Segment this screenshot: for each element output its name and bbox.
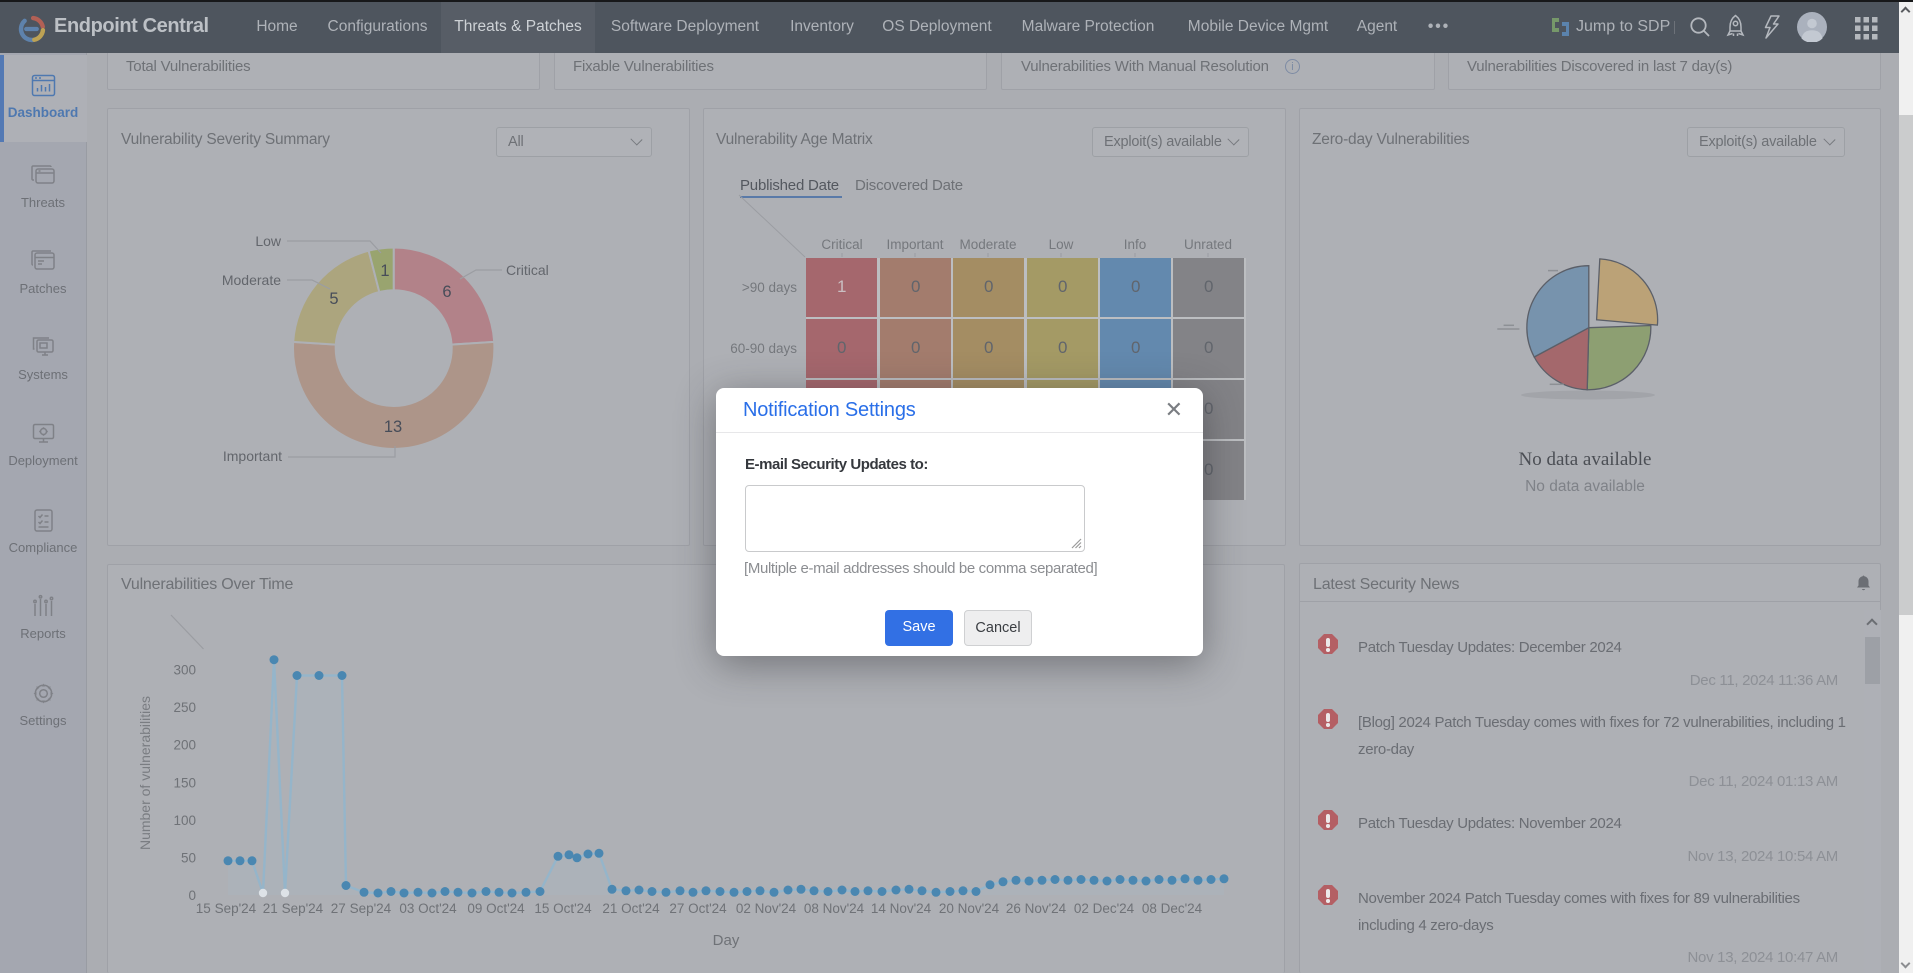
svg-text:200: 200 [173,738,196,753]
svg-text:50: 50 [181,850,196,865]
svg-text:60-90 days: 60-90 days [730,341,797,356]
svg-text:03 Oct'24: 03 Oct'24 [399,901,457,916]
svg-text:Moderate: Moderate [222,272,281,288]
svg-text:Day: Day [713,932,740,949]
svg-text:15 Oct'24: 15 Oct'24 [534,901,592,916]
svg-text:Critical: Critical [821,237,862,252]
svg-text:150: 150 [173,775,196,790]
svg-text:08 Dec'24: 08 Dec'24 [1142,901,1203,916]
svg-text:Low: Low [255,233,282,249]
svg-text:1: 1 [380,262,389,280]
svg-text:Important: Important [886,237,943,252]
svg-text:>90 days: >90 days [742,280,797,295]
svg-text:250: 250 [173,700,196,715]
svg-text:02 Nov'24: 02 Nov'24 [736,901,797,916]
svg-text:300: 300 [173,663,196,678]
svg-text:09 Oct'24: 09 Oct'24 [467,901,525,916]
svg-text:15 Sep'24: 15 Sep'24 [196,901,257,916]
svg-text:21 Sep'24: 21 Sep'24 [263,901,324,916]
svg-text:14 Nov'24: 14 Nov'24 [871,901,932,916]
svg-text:Moderate: Moderate [959,237,1016,252]
svg-text:27 Sep'24: 27 Sep'24 [331,901,392,916]
svg-text:6: 6 [442,283,451,301]
svg-text:Unrated: Unrated [1184,237,1232,252]
svg-text:5: 5 [329,290,338,308]
svg-text:26 Nov'24: 26 Nov'24 [1006,901,1067,916]
svg-text:02 Dec'24: 02 Dec'24 [1074,901,1135,916]
svg-text:100: 100 [173,813,196,828]
svg-text:27 Oct'24: 27 Oct'24 [669,901,727,916]
svg-text:No data available: No data available [1525,478,1645,495]
svg-text:21 Oct'24: 21 Oct'24 [602,901,660,916]
svg-text:20 Nov'24: 20 Nov'24 [939,901,1000,916]
svg-text:Number of vulnerabilities: Number of vulnerabilities [137,696,153,850]
svg-text:08 Nov'24: 08 Nov'24 [804,901,865,916]
svg-text:0: 0 [188,888,196,903]
svg-text:Important: Important [223,448,282,464]
svg-text:Low: Low [1049,237,1074,252]
svg-text:Critical: Critical [506,262,549,278]
svg-text:No data available: No data available [1519,449,1652,470]
svg-text:Info: Info [1124,237,1147,252]
svg-text:13: 13 [384,418,402,436]
